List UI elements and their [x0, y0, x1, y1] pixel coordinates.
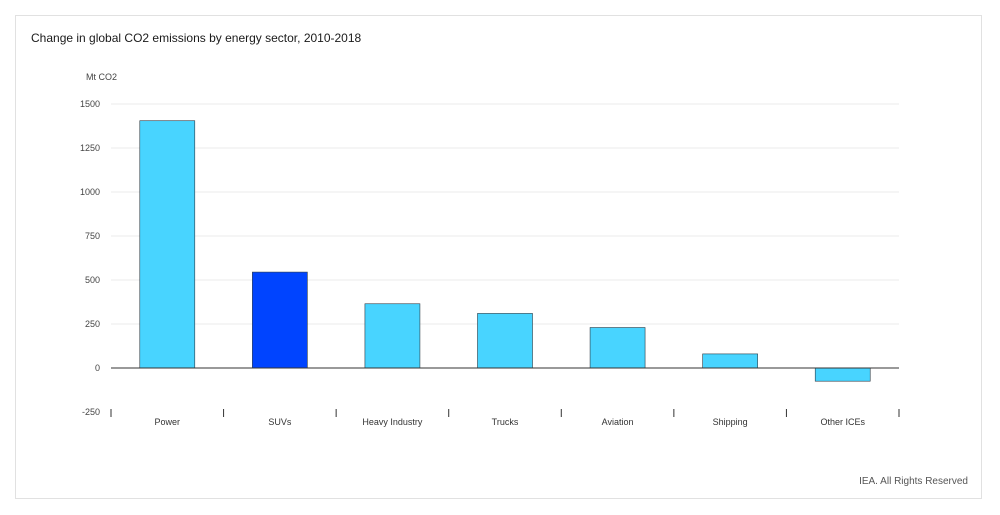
chart-card: Change in global CO2 emissions by energy…	[15, 15, 982, 499]
tick-labels: Mt CO2 1500 1250 1000 750 500 250 0 -250 Power SUV…	[80, 72, 865, 427]
bar-other-ices	[814, 367, 871, 382]
source-credit: IEA. All Rights Reserved	[859, 476, 968, 487]
y-tick-label: 250	[85, 319, 100, 329]
x-tick-label: Trucks	[492, 417, 519, 427]
gridlines	[111, 103, 899, 325]
x-tick-label: Power	[155, 417, 181, 427]
bar-shipping	[702, 353, 758, 369]
y-tick-label: 750	[85, 231, 100, 241]
bar-trucks	[477, 313, 533, 369]
x-tick-label: Heavy Industry	[362, 417, 423, 427]
y-tick-label: 1500	[80, 99, 100, 109]
bar-aviation	[589, 327, 646, 369]
bar-suvs	[252, 271, 308, 369]
y-tick-label: 500	[85, 275, 100, 285]
y-axis-unit: Mt CO2	[86, 72, 117, 82]
y-tick-label: 1000	[80, 187, 100, 197]
x-axis	[110, 367, 900, 417]
y-tick-label: 0	[95, 363, 100, 373]
bar-chart: Mt CO2 1500 1250 1000 750 500 250 0 -250 Power SUV…	[80, 72, 900, 427]
bars	[139, 120, 871, 382]
x-tick-label: SUVs	[268, 417, 292, 427]
bar-heavy-industry	[364, 303, 421, 369]
x-tick-label: Shipping	[713, 417, 748, 427]
x-tick-label: Aviation	[602, 417, 634, 427]
bar-power	[139, 120, 196, 369]
x-tick-label: Other ICEs	[820, 417, 865, 427]
chart-title: Change in global CO2 emissions by energy…	[31, 31, 362, 45]
y-tick-label: -250	[82, 407, 100, 417]
y-tick-label: 1250	[80, 143, 100, 153]
